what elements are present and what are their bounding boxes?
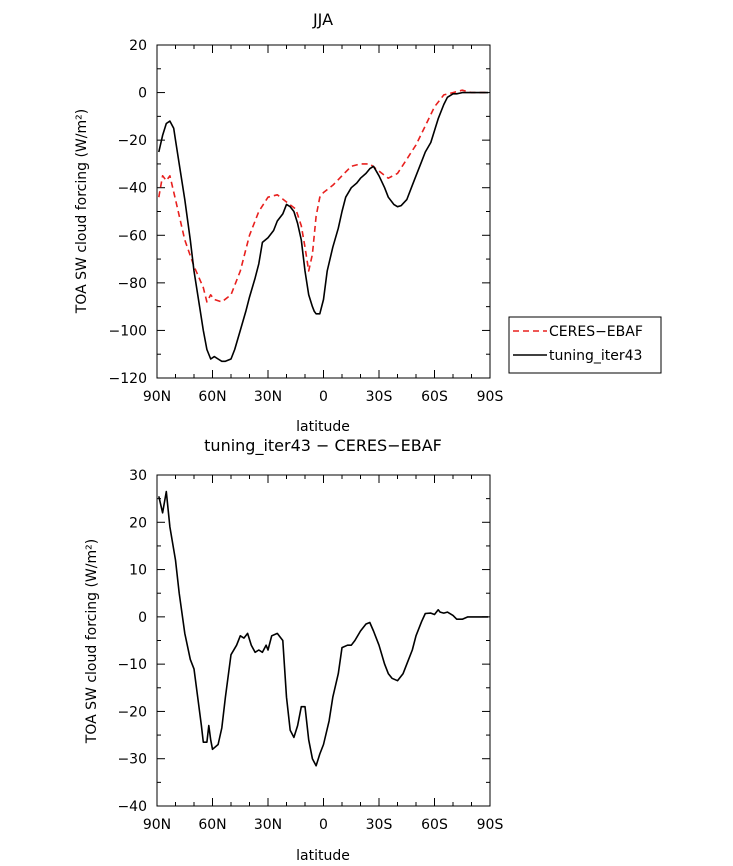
y-tick-label-p0-2: −20 bbox=[117, 133, 147, 149]
x-tick-label-p1-1: 60N bbox=[198, 817, 226, 833]
x-tick-label-p1-6: 90S bbox=[477, 817, 504, 833]
legend-box bbox=[508, 316, 662, 374]
x-axis-label-top: latitude bbox=[296, 419, 350, 435]
x-tick-label-p1-2: 30N bbox=[254, 817, 282, 833]
panel-top: JJA 90N 60N 30N 0 30S 60S 90S 20 0 −20 −40 −60 −80 −1… bbox=[74, 10, 503, 435]
x-tick-label-p0-0: 90N bbox=[143, 389, 171, 405]
plot-frame-bottom bbox=[156, 474, 491, 807]
y-tick-label-p0-6: −100 bbox=[109, 323, 147, 339]
y-tick-label-p1-5: −20 bbox=[117, 704, 147, 720]
y-tick-label-p0-1: 0 bbox=[138, 86, 147, 102]
y-axis-label-bottom: TOA SW cloud forcing (W/m²) bbox=[84, 539, 100, 744]
y-tick-label-p1-0: 30 bbox=[129, 468, 147, 484]
series-group-bottom bbox=[158, 490, 489, 767]
panel-bottom: tuning_iter43 − CERES−EBAF 90N 60N 30N 0 30S… bbox=[84, 436, 503, 864]
y-axis-label-top: TOA SW cloud forcing (W/m²) bbox=[74, 109, 90, 314]
x-tick-label-p0-6: 90S bbox=[477, 389, 504, 405]
legend: CERES−EBAF tuning_iter43 bbox=[508, 316, 662, 374]
chart-title-bottom: tuning_iter43 − CERES−EBAF bbox=[204, 436, 442, 456]
x-tick-label-p1-4: 30S bbox=[366, 817, 393, 833]
y-tick-label-p0-7: −120 bbox=[109, 371, 147, 387]
x-tick-label-p0-2: 30N bbox=[254, 389, 282, 405]
y-tick-label-p0-3: −40 bbox=[117, 181, 147, 197]
y-tick-label-p0-5: −80 bbox=[117, 276, 147, 292]
x-tick-label-p1-3: 0 bbox=[319, 817, 328, 833]
y-tick-label-p1-1: 20 bbox=[129, 515, 147, 531]
series-group-top bbox=[158, 89, 489, 363]
series-line-ceres-ebaf bbox=[158, 89, 489, 303]
x-tick-label-p1-0: 90N bbox=[143, 817, 171, 833]
y-tick-label-p1-2: 10 bbox=[129, 563, 147, 579]
x-tick-label-p1-5: 60S bbox=[421, 817, 448, 833]
x-tick-label-p0-1: 60N bbox=[198, 389, 226, 405]
chart-title-top: JJA bbox=[312, 10, 333, 29]
axes-top: 90N 60N 30N 0 30S 60S 90S 20 0 −20 −40 −60 −80 −100 −1… bbox=[109, 38, 504, 405]
series-line-difference bbox=[158, 490, 489, 767]
y-tick-label-p0-0: 20 bbox=[129, 38, 147, 54]
y-tick-label-p1-7: −40 bbox=[117, 799, 147, 815]
series-line-tuning-iter43 bbox=[158, 91, 489, 363]
axes-bottom: 90N 60N 30N 0 30S 60S 90S 30 20 10 0 −10 −20 −30 −40 bbox=[117, 468, 503, 833]
y-tick-label-p1-6: −30 bbox=[117, 752, 147, 768]
y-tick-label-p1-4: −10 bbox=[117, 657, 147, 673]
plot-frame-top bbox=[156, 44, 491, 379]
x-axis-label-bottom: latitude bbox=[296, 848, 350, 864]
x-tick-label-p0-5: 60S bbox=[421, 389, 448, 405]
y-tick-label-p0-4: −60 bbox=[117, 228, 147, 244]
legend-label-tuning-iter43: tuning_iter43 bbox=[549, 348, 642, 364]
x-tick-label-p0-4: 30S bbox=[366, 389, 393, 405]
x-tick-label-p0-3: 0 bbox=[319, 389, 328, 405]
legend-label-ceres-ebaf: CERES−EBAF bbox=[549, 324, 643, 340]
y-tick-label-p1-3: 0 bbox=[138, 610, 147, 626]
